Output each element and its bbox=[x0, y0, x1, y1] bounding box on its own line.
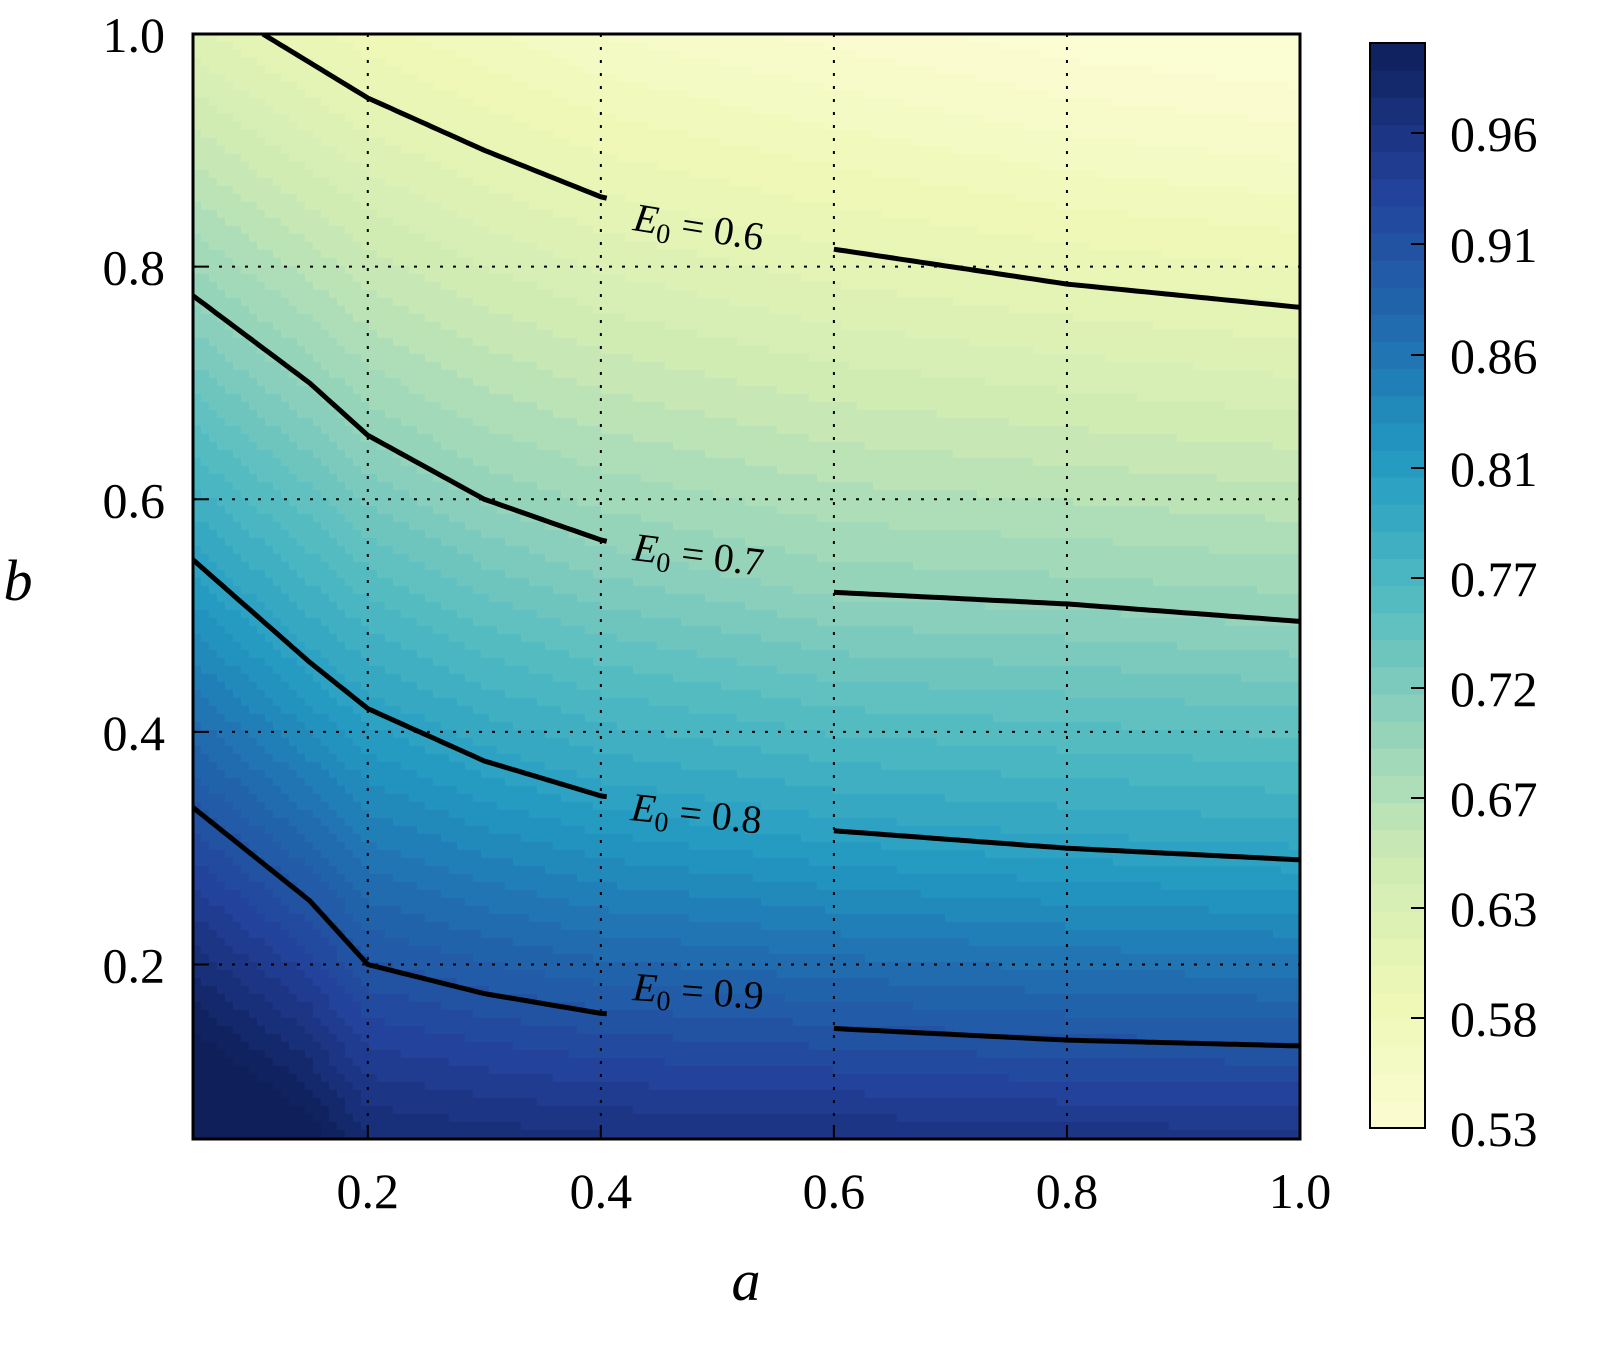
x-axis-ticks: 0.2 0.4 0.6 0.8 1.0 bbox=[337, 1125, 1331, 1219]
y-axis-label: b bbox=[4, 548, 33, 613]
contour-lines bbox=[193, 34, 1300, 1049]
colorbar-bands bbox=[1369, 42, 1426, 1129]
plot-frame bbox=[191, 32, 1302, 1141]
contour-label: E0 = 0.7 bbox=[629, 524, 766, 591]
contour-label: E0 = 0.9 bbox=[630, 964, 765, 1024]
contour-labels: E0 = 0.6E0 = 0.7E0 = 0.8E0 = 0.9 bbox=[627, 194, 767, 1024]
x-axis-label: a bbox=[732, 1248, 761, 1313]
y-axis-ticks: 0.20.40.60.81.0 bbox=[103, 7, 207, 994]
contour-label: E0 = 0.8 bbox=[627, 784, 764, 849]
contour-fill bbox=[193, 34, 1300, 1139]
colorbar-ticks: 0.530.580.630.670.720.770.810.860.910.96 bbox=[1411, 106, 1538, 1157]
